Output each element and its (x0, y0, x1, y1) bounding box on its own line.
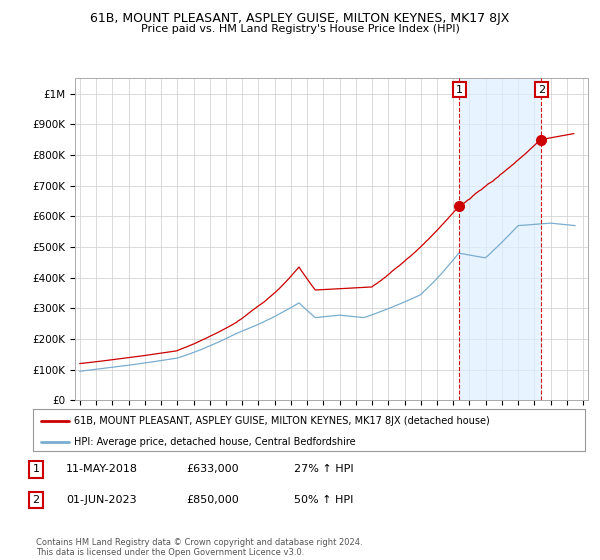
Text: 50% ↑ HPI: 50% ↑ HPI (294, 495, 353, 505)
Text: 1: 1 (456, 85, 463, 95)
Text: £633,000: £633,000 (186, 464, 239, 474)
Text: Price paid vs. HM Land Registry's House Price Index (HPI): Price paid vs. HM Land Registry's House … (140, 24, 460, 34)
Text: 2: 2 (538, 85, 545, 95)
Text: 61B, MOUNT PLEASANT, ASPLEY GUISE, MILTON KEYNES, MK17 8JX (detached house): 61B, MOUNT PLEASANT, ASPLEY GUISE, MILTO… (74, 416, 490, 426)
Text: 2: 2 (32, 495, 40, 505)
Text: 61B, MOUNT PLEASANT, ASPLEY GUISE, MILTON KEYNES, MK17 8JX: 61B, MOUNT PLEASANT, ASPLEY GUISE, MILTO… (91, 12, 509, 25)
Text: 27% ↑ HPI: 27% ↑ HPI (294, 464, 353, 474)
Text: 01-JUN-2023: 01-JUN-2023 (66, 495, 137, 505)
Text: HPI: Average price, detached house, Central Bedfordshire: HPI: Average price, detached house, Cent… (74, 437, 356, 446)
Text: 11-MAY-2018: 11-MAY-2018 (66, 464, 138, 474)
Text: Contains HM Land Registry data © Crown copyright and database right 2024.
This d: Contains HM Land Registry data © Crown c… (36, 538, 362, 557)
Text: £850,000: £850,000 (186, 495, 239, 505)
Bar (459, 78, 541, 400)
Text: 1: 1 (32, 464, 40, 474)
